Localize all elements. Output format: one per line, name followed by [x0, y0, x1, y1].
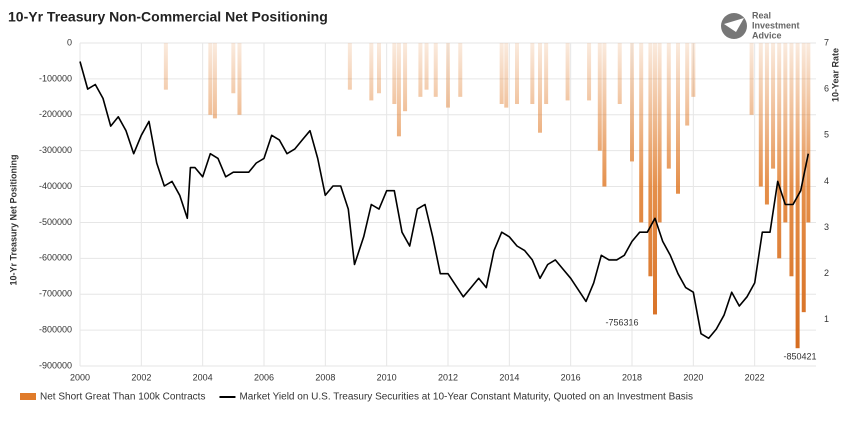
bar — [237, 43, 242, 115]
y-tick-label: -900000 — [39, 360, 72, 370]
bar — [163, 43, 168, 90]
bar — [657, 43, 662, 223]
bar — [764, 43, 769, 205]
bar — [653, 43, 657, 315]
bar — [587, 43, 592, 101]
bar — [777, 43, 782, 259]
legend-swatch — [20, 393, 36, 400]
y-tick-label: -700000 — [39, 289, 72, 299]
x-tick-label: 2000 — [70, 372, 90, 382]
x-tick-label: 2010 — [377, 372, 397, 382]
bar — [212, 43, 217, 119]
bar — [499, 43, 504, 105]
y-tick-label: -400000 — [39, 181, 72, 191]
bar — [617, 43, 622, 105]
bar — [446, 43, 450, 108]
bar — [403, 43, 408, 112]
x-tick-label: 2014 — [499, 372, 519, 382]
x-tick-label: 2016 — [561, 372, 581, 382]
y-tick-label: -100000 — [39, 73, 72, 83]
bar — [392, 43, 397, 105]
bar — [749, 43, 754, 115]
bar — [458, 43, 463, 97]
x-tick-label: 2004 — [193, 372, 213, 382]
x-tick-label: 2022 — [745, 372, 765, 382]
bar — [676, 43, 680, 194]
y2-tick-label: 4 — [824, 176, 829, 186]
bar — [347, 43, 352, 90]
y-axis-label: 10-Yr Treasury Net Positioning — [8, 154, 18, 285]
y2-tick-label: 2 — [824, 268, 829, 278]
bar — [377, 43, 381, 94]
y2-axis-label: 10-Year Rate — [830, 48, 840, 102]
y2-tick-label: 3 — [824, 222, 829, 232]
y-tick-label: -500000 — [39, 217, 72, 227]
logo: Real Investment Advice — [721, 10, 800, 40]
bar — [396, 43, 401, 137]
bar — [806, 43, 811, 223]
annotation: -850421 — [783, 351, 816, 361]
bar — [544, 43, 549, 105]
bar — [418, 43, 423, 97]
y-tick-label: -300000 — [39, 145, 72, 155]
bar — [685, 43, 690, 126]
y-tick-label: -800000 — [39, 324, 72, 334]
bar — [424, 43, 429, 90]
y2-tick-label: 7 — [824, 37, 829, 47]
x-tick-label: 2018 — [622, 372, 642, 382]
bar — [666, 43, 671, 169]
bar — [758, 43, 763, 187]
legend-label: Market Yield on U.S. Treasury Securities… — [239, 392, 693, 403]
logo-text: Investment — [752, 20, 800, 30]
bar — [565, 43, 570, 101]
bar — [538, 43, 542, 133]
bar — [597, 43, 602, 151]
bar — [515, 43, 519, 105]
y-tick-label: -600000 — [39, 253, 72, 263]
x-tick-label: 2002 — [131, 372, 151, 382]
bar — [369, 43, 374, 101]
legend-label: Net Short Great Than 100k Contracts — [40, 392, 205, 403]
logo-mark-detail — [724, 18, 744, 32]
plot — [79, 43, 811, 349]
annotation: -756316 — [605, 317, 638, 327]
bar — [433, 43, 438, 97]
bar — [530, 43, 535, 105]
x-tick-label: 2006 — [254, 372, 274, 382]
bar — [789, 43, 794, 277]
logo-text: Advice — [752, 30, 782, 40]
y-tick-label: -200000 — [39, 109, 72, 119]
bar — [771, 43, 776, 169]
bar — [648, 43, 653, 277]
x-tick-label: 2020 — [683, 372, 703, 382]
bar — [630, 43, 634, 162]
x-tick-label: 2008 — [315, 372, 335, 382]
logo-text: Real — [752, 10, 771, 20]
chart-title: 10-Yr Treasury Non-Commercial Net Positi… — [8, 9, 328, 25]
y2-tick-label: 1 — [824, 314, 829, 324]
bar — [208, 43, 213, 115]
y-tick-label: 0 — [67, 37, 72, 47]
bar — [691, 43, 696, 97]
bar — [504, 43, 509, 108]
x-tick-label: 2012 — [438, 372, 458, 382]
bar — [231, 43, 236, 94]
y2-tick-label: 6 — [824, 84, 829, 94]
bar — [639, 43, 644, 223]
bar — [783, 43, 788, 223]
y2-tick-label: 5 — [824, 130, 829, 140]
bar — [602, 43, 607, 187]
line — [79, 61, 810, 340]
